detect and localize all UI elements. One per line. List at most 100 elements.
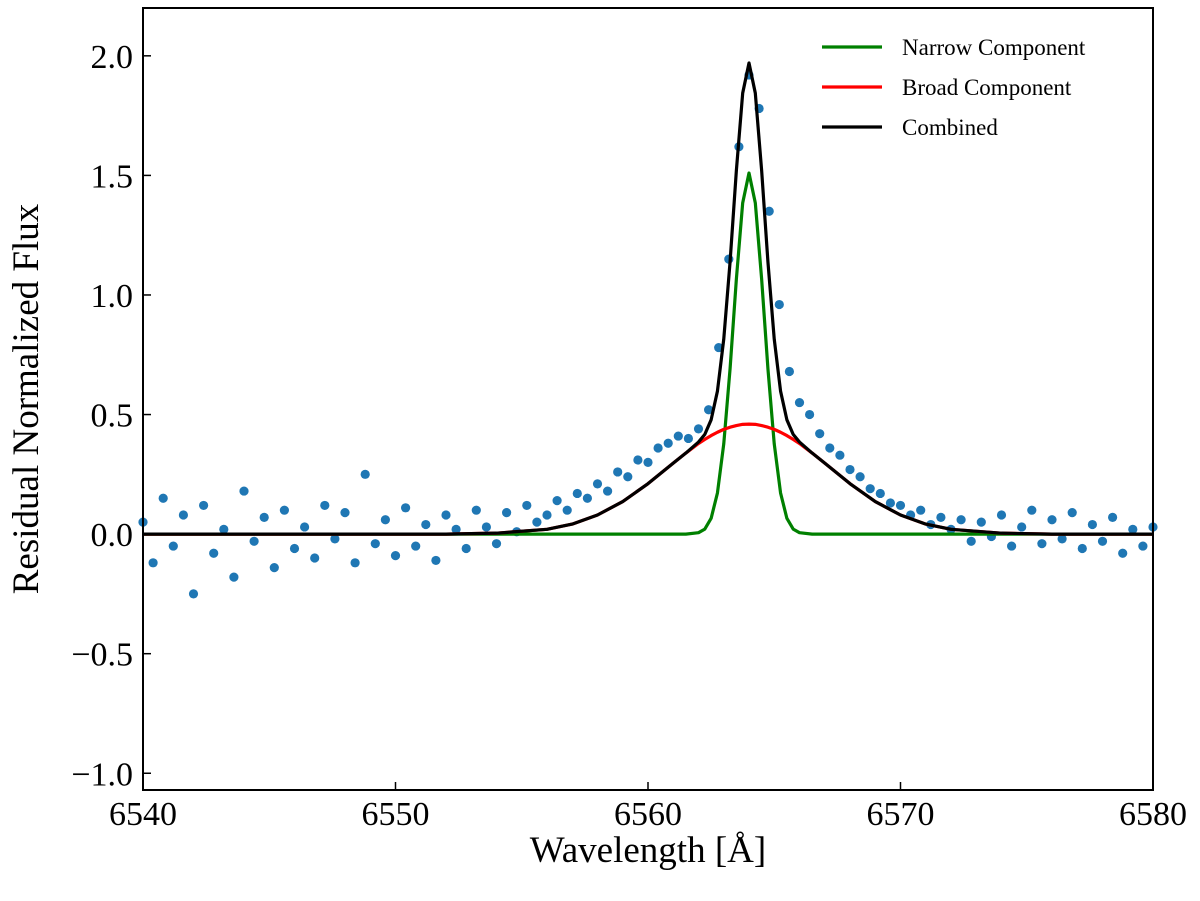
data-point [552, 496, 562, 506]
data-point [774, 299, 784, 310]
data-point [613, 467, 623, 477]
data-point [794, 397, 805, 408]
data-point [966, 536, 976, 546]
y-tick-label: 0.0 [91, 517, 134, 554]
data-point [441, 510, 451, 520]
data-point [845, 464, 855, 475]
plot-frame [142, 7, 1154, 791]
data-point [401, 503, 411, 513]
data-point [249, 536, 259, 546]
data-point [491, 539, 502, 549]
data-point [643, 457, 653, 467]
data-point [178, 510, 188, 520]
data-point [704, 405, 714, 415]
data-point [502, 507, 512, 518]
legend-label: Narrow Component [902, 35, 1086, 60]
data-point [350, 558, 360, 568]
y-tick-label: 1.0 [91, 278, 134, 315]
data-point [522, 500, 532, 511]
data-point [380, 515, 390, 525]
y-tick-label: 2.0 [91, 39, 134, 76]
data-point [360, 469, 370, 479]
data-point [663, 438, 673, 448]
data-point [895, 500, 906, 511]
data-point [582, 493, 593, 503]
data-point [1037, 539, 1047, 549]
data-point [239, 486, 249, 496]
data-point [1108, 512, 1118, 522]
data-point [1027, 505, 1037, 515]
data-point [259, 512, 269, 522]
x-tick-label: 6580 [1119, 796, 1187, 833]
data-point [976, 517, 986, 527]
data-point [653, 443, 663, 453]
data-point [451, 524, 461, 534]
data-point [835, 450, 845, 460]
data-point [1097, 536, 1108, 546]
y-tick-label: −1.0 [71, 756, 133, 793]
data-point [764, 206, 774, 216]
data-point [532, 517, 542, 527]
data-point [209, 548, 219, 558]
data-point [229, 572, 239, 582]
data-point [1007, 541, 1017, 551]
data-point [411, 541, 421, 551]
data-point [1047, 515, 1057, 525]
data-point [603, 486, 613, 496]
data-point [219, 524, 229, 534]
data-point [956, 515, 966, 525]
legend-label: Combined [902, 115, 998, 140]
data-point [370, 539, 380, 549]
data-point [572, 488, 582, 499]
data-point [996, 510, 1007, 520]
data-point [855, 472, 865, 482]
data-point [542, 510, 552, 520]
data-point [1087, 519, 1097, 530]
data-point [340, 507, 350, 518]
data-point [168, 541, 178, 551]
y-tick-label: 0.5 [91, 398, 134, 435]
data-point [885, 498, 896, 508]
data-point [805, 409, 815, 420]
data-point [916, 505, 926, 515]
data-point [148, 558, 158, 568]
data-point [158, 493, 168, 503]
data-point [562, 505, 572, 515]
x-tick-label: 6560 [614, 796, 682, 833]
y-axis-label: Residual Normalized Flux [6, 203, 47, 594]
line-series [143, 171, 1153, 536]
data-point [623, 472, 633, 482]
data-point [471, 505, 481, 515]
data-point [300, 522, 310, 532]
data-point [320, 500, 330, 511]
data-point [633, 455, 643, 465]
x-tick-label: 6540 [109, 796, 177, 833]
data-point [461, 543, 471, 554]
y-tick-label: 1.5 [91, 158, 134, 195]
line-series [143, 61, 1153, 536]
x-tick-label: 6550 [362, 796, 430, 833]
data-point [269, 562, 279, 573]
data-point [310, 553, 320, 563]
data-point [592, 479, 603, 489]
data-point [390, 551, 401, 561]
legend-label: Broad Component [902, 75, 1072, 100]
data-point [279, 505, 289, 515]
data-point [1128, 524, 1138, 534]
data-point [865, 484, 875, 494]
data-point [1057, 534, 1067, 544]
data-point [481, 522, 491, 532]
data-point [1017, 522, 1027, 532]
x-axis-label: Wavelength [Å] [530, 830, 766, 871]
data-point [431, 555, 441, 566]
data-point [875, 488, 885, 499]
data-point [784, 366, 795, 377]
data-point [693, 424, 704, 434]
data-point [421, 519, 431, 530]
data-point [1067, 507, 1077, 518]
data-point [673, 431, 683, 441]
data-point [199, 500, 209, 511]
data-point [1077, 543, 1087, 554]
